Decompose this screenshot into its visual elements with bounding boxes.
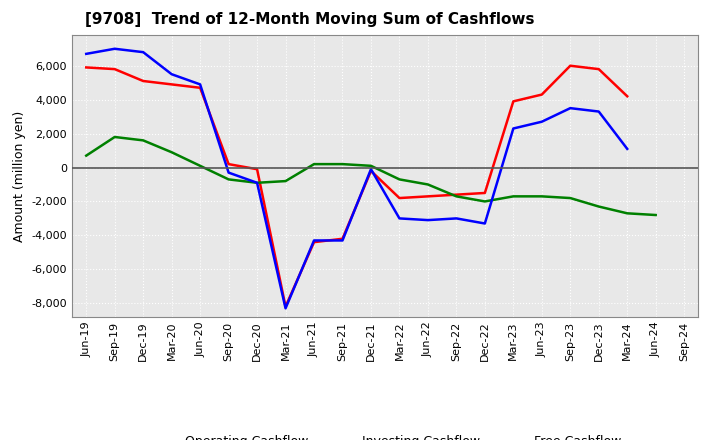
Free Cashflow — [509, 126, 518, 131]
Investing Cashflow — [225, 177, 233, 182]
Free Cashflow — [338, 238, 347, 243]
Investing Cashflow — [282, 179, 290, 184]
Operating Cashflow — [509, 99, 518, 104]
Investing Cashflow — [566, 195, 575, 201]
Free Cashflow — [225, 170, 233, 175]
Free Cashflow — [566, 106, 575, 111]
Operating Cashflow — [310, 239, 318, 245]
Operating Cashflow — [225, 161, 233, 167]
Free Cashflow — [82, 51, 91, 56]
Free Cashflow — [537, 119, 546, 125]
Free Cashflow — [423, 217, 432, 223]
Investing Cashflow — [167, 150, 176, 155]
Investing Cashflow — [395, 177, 404, 182]
Line: Operating Cashflow: Operating Cashflow — [86, 66, 627, 307]
Operating Cashflow — [282, 304, 290, 309]
Free Cashflow — [110, 46, 119, 51]
Operating Cashflow — [196, 85, 204, 91]
Investing Cashflow — [623, 211, 631, 216]
Operating Cashflow — [623, 94, 631, 99]
Operating Cashflow — [480, 191, 489, 196]
Investing Cashflow — [82, 153, 91, 158]
Operating Cashflow — [595, 66, 603, 72]
Investing Cashflow — [253, 180, 261, 185]
Investing Cashflow — [595, 204, 603, 209]
Free Cashflow — [480, 221, 489, 226]
Operating Cashflow — [423, 194, 432, 199]
Investing Cashflow — [110, 134, 119, 139]
Free Cashflow — [595, 109, 603, 114]
Operating Cashflow — [253, 167, 261, 172]
Free Cashflow — [196, 82, 204, 87]
Free Cashflow — [282, 306, 290, 311]
Line: Investing Cashflow: Investing Cashflow — [86, 137, 656, 215]
Text: [9708]  Trend of 12-Month Moving Sum of Cashflows: [9708] Trend of 12-Month Moving Sum of C… — [84, 12, 534, 27]
Operating Cashflow — [366, 168, 375, 173]
Investing Cashflow — [480, 199, 489, 204]
Free Cashflow — [366, 167, 375, 172]
Operating Cashflow — [395, 195, 404, 201]
Investing Cashflow — [423, 182, 432, 187]
Operating Cashflow — [139, 78, 148, 84]
Investing Cashflow — [366, 163, 375, 169]
Free Cashflow — [310, 238, 318, 243]
Y-axis label: Amount (million yen): Amount (million yen) — [13, 110, 26, 242]
Operating Cashflow — [82, 65, 91, 70]
Free Cashflow — [395, 216, 404, 221]
Investing Cashflow — [139, 138, 148, 143]
Investing Cashflow — [652, 213, 660, 218]
Investing Cashflow — [338, 161, 347, 167]
Investing Cashflow — [509, 194, 518, 199]
Investing Cashflow — [537, 194, 546, 199]
Operating Cashflow — [537, 92, 546, 97]
Operating Cashflow — [566, 63, 575, 68]
Investing Cashflow — [196, 163, 204, 169]
Investing Cashflow — [452, 194, 461, 199]
Line: Free Cashflow: Free Cashflow — [86, 49, 627, 308]
Free Cashflow — [623, 146, 631, 151]
Operating Cashflow — [338, 236, 347, 242]
Operating Cashflow — [167, 82, 176, 87]
Operating Cashflow — [452, 192, 461, 197]
Legend: Operating Cashflow, Investing Cashflow, Free Cashflow: Operating Cashflow, Investing Cashflow, … — [145, 430, 626, 440]
Free Cashflow — [452, 216, 461, 221]
Investing Cashflow — [310, 161, 318, 167]
Free Cashflow — [253, 180, 261, 185]
Free Cashflow — [139, 50, 148, 55]
Free Cashflow — [167, 72, 176, 77]
Operating Cashflow — [110, 66, 119, 72]
